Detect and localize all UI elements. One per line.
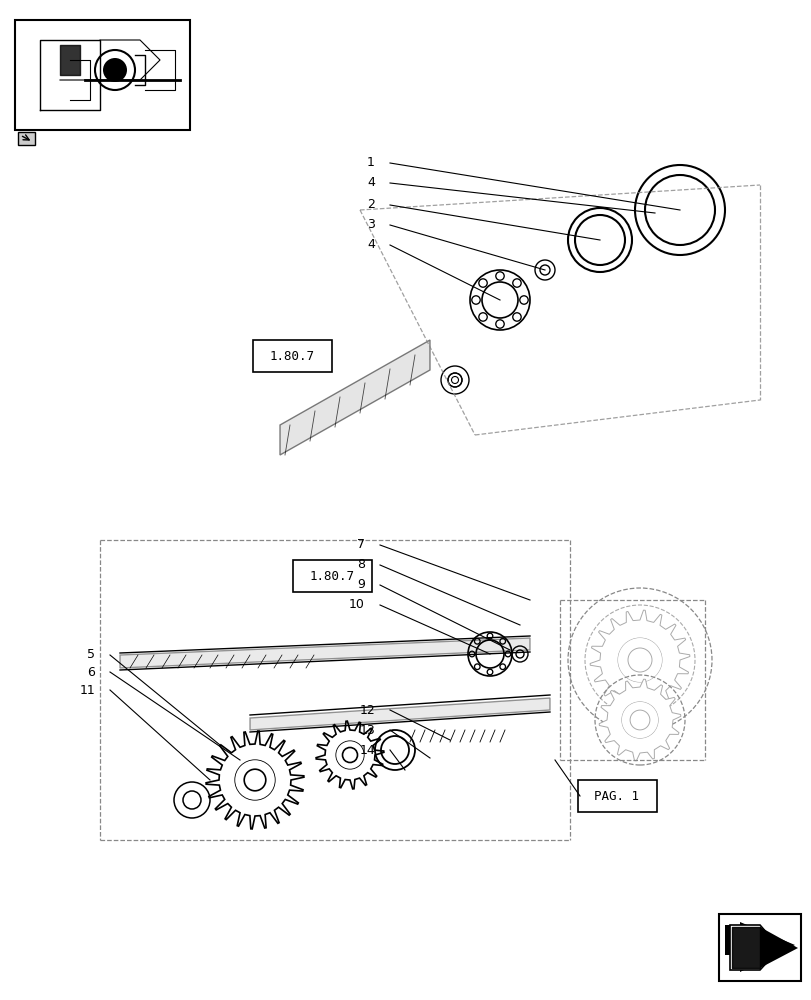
Text: 9: 9 [357, 578, 365, 591]
Text: 10: 10 [349, 598, 365, 611]
Polygon shape [120, 638, 530, 668]
Text: 14: 14 [358, 744, 375, 756]
Text: 1.80.7: 1.80.7 [269, 350, 314, 362]
Polygon shape [280, 340, 430, 455]
Polygon shape [250, 698, 549, 730]
Text: 2: 2 [367, 198, 375, 212]
Polygon shape [724, 925, 754, 955]
FancyBboxPatch shape [15, 20, 190, 130]
Text: 8: 8 [357, 558, 365, 572]
Polygon shape [729, 925, 779, 970]
Text: 5: 5 [87, 648, 95, 662]
Polygon shape [739, 922, 794, 972]
Circle shape [621, 702, 658, 738]
Circle shape [617, 638, 661, 682]
Text: 4: 4 [367, 238, 375, 251]
Circle shape [336, 741, 363, 769]
Text: 1.80.7: 1.80.7 [309, 570, 354, 582]
FancyBboxPatch shape [577, 780, 656, 812]
Polygon shape [206, 731, 303, 829]
Text: 6: 6 [87, 666, 95, 678]
Text: 4: 4 [367, 176, 375, 190]
Circle shape [617, 638, 661, 682]
FancyBboxPatch shape [718, 914, 800, 981]
Polygon shape [315, 721, 384, 789]
Circle shape [621, 702, 658, 738]
Text: 3: 3 [367, 219, 375, 232]
Polygon shape [759, 927, 797, 968]
Circle shape [235, 760, 274, 800]
Text: PAG. 1: PAG. 1 [594, 790, 639, 802]
Circle shape [235, 760, 274, 800]
FancyBboxPatch shape [293, 560, 371, 592]
Text: 1: 1 [367, 156, 375, 169]
Text: 12: 12 [358, 704, 375, 716]
Polygon shape [590, 610, 689, 710]
Circle shape [103, 58, 127, 82]
Circle shape [336, 741, 363, 769]
Text: 13: 13 [358, 724, 375, 736]
Polygon shape [599, 679, 680, 761]
Text: 7: 7 [357, 538, 365, 552]
Text: 11: 11 [79, 684, 95, 696]
Polygon shape [18, 132, 35, 145]
FancyBboxPatch shape [253, 340, 332, 372]
